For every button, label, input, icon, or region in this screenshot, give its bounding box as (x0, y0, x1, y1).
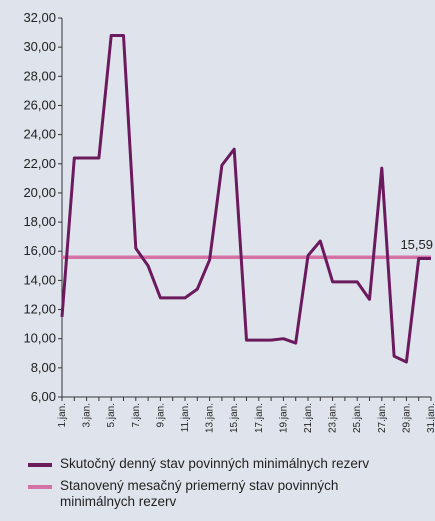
legend-item: Skutočný denný stav povinných minimálnyc… (28, 456, 428, 472)
x-tick-label: 29.jan. (401, 403, 412, 433)
legend-swatch (28, 485, 52, 489)
x-tick-label: 9.jan. (155, 403, 166, 427)
x-tick-label: 27.jan. (377, 403, 388, 433)
x-tick-label: 15.jan. (229, 403, 240, 433)
series-line (60, 33, 431, 364)
legend-swatch (28, 463, 52, 467)
x-tick-label: 13.jan. (205, 403, 216, 433)
x-tick-label: 21.jan. (303, 403, 314, 433)
legend: Skutočný denný stav povinných minimálnyc… (28, 456, 428, 516)
x-tick-label: 17.jan. (254, 403, 265, 433)
chart: 6,00 8,00 10,00 12,00 14,00 16,00 18,00 20,00 22… (23, 10, 435, 433)
y-tick-label: 32,00 (23, 10, 56, 25)
x-tick-label: 19.jan. (278, 403, 289, 433)
legend-item: Stanovený mesačný priemerný stav povinný… (28, 478, 428, 510)
data-label: 15,59 (400, 237, 433, 252)
legend-label: Skutočný denný stav povinných minimálnyc… (60, 456, 370, 471)
y-tick-label: 18,00 (23, 214, 56, 229)
y-tick-label: 28,00 (23, 68, 56, 83)
y-tick-label: 16,00 (23, 243, 56, 258)
y-tick-label: 24,00 (23, 127, 56, 142)
y-tick-label: 20,00 (23, 185, 56, 200)
y-tick-label: 10,00 (23, 331, 56, 346)
y-tick-label: 26,00 (23, 97, 56, 112)
x-tick-label: 25.jan. (352, 403, 363, 433)
x-tick-label: 7.jan. (131, 403, 142, 427)
x-tick-label: 31.jan. (426, 403, 435, 433)
y-tick-label: 14,00 (23, 272, 56, 287)
x-tick-label: 5.jan. (106, 403, 117, 427)
x-tick-label: 3.jan. (82, 403, 93, 427)
legend-label: Stanovený mesačný priemerný stav povinný… (60, 478, 339, 509)
y-tick-label: 12,00 (23, 302, 56, 317)
y-tick-label: 30,00 (23, 39, 56, 54)
y-tick-label: 8,00 (31, 360, 56, 375)
x-tick-label: 11.jan. (180, 403, 191, 432)
x-tick-label: 23.jan. (328, 403, 339, 433)
y-tick-label: 22,00 (23, 156, 56, 171)
y-tick-label: 6,00 (31, 389, 56, 404)
x-tick-label: 1.jan. (57, 403, 68, 427)
